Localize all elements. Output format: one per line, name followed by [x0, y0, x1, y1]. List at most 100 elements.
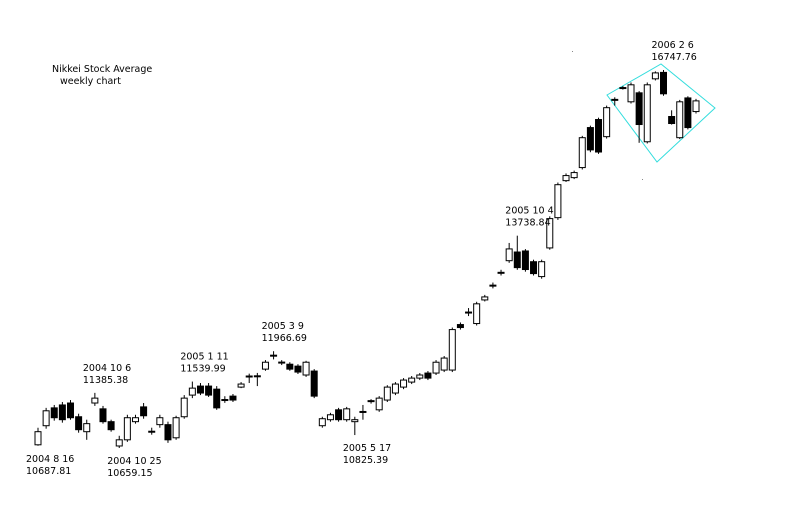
candle-up: [180, 397, 188, 418]
candle-up: [375, 397, 383, 411]
candle-up: [383, 386, 391, 401]
candle-up: [400, 379, 408, 388]
annotation-date: 2005 10 4: [505, 206, 553, 217]
candle-up: [318, 418, 326, 427]
candle-up: [83, 423, 91, 433]
candle-up: [123, 417, 131, 441]
candle-up: [351, 419, 359, 423]
dot: [642, 179, 643, 180]
candle-up: [448, 329, 456, 371]
candle-up: [538, 261, 546, 278]
candle-down: [684, 97, 692, 129]
candle-up: [172, 417, 180, 439]
candle-up: [270, 354, 278, 357]
candle-down: [310, 370, 318, 397]
candle-down: [660, 71, 668, 95]
candle-up: [34, 431, 42, 446]
candle-down: [205, 385, 213, 396]
candle-down: [140, 406, 148, 417]
annotation-value: 16747.76: [652, 52, 697, 63]
candle-up: [188, 387, 196, 396]
candle-up: [489, 284, 497, 287]
candle-up: [619, 87, 627, 90]
candle-up: [91, 397, 99, 404]
candle-down: [586, 127, 594, 151]
annotation-value: 11539.99: [180, 364, 225, 375]
candle-down: [513, 251, 521, 269]
candle-up: [651, 72, 659, 80]
candle-down: [66, 402, 74, 419]
candle-down: [164, 424, 172, 441]
candle-up: [115, 439, 123, 447]
chart-subtitle: weekly chart: [60, 76, 121, 87]
candle-down: [335, 409, 343, 421]
candle-up: [408, 377, 416, 383]
candle-down: [245, 375, 253, 378]
candle-down: [424, 372, 432, 379]
candle-up: [326, 414, 334, 421]
candle-up: [302, 361, 310, 376]
highlight-diamond: [606, 63, 716, 163]
candle-up: [497, 271, 505, 274]
candle-up: [554, 184, 562, 219]
candle-up: [546, 218, 554, 249]
candle-down: [595, 119, 603, 153]
candle-down: [229, 395, 237, 401]
annotation-date: 2004 10 25: [107, 456, 161, 467]
candle-up: [367, 400, 375, 403]
candle-down: [213, 388, 221, 409]
candle-up: [465, 311, 473, 314]
candle-up: [156, 417, 164, 426]
candle-down: [668, 116, 676, 125]
candle-down: [286, 363, 294, 370]
candle-up: [643, 84, 651, 143]
annotation-value: 10659.15: [107, 468, 152, 479]
candle-up: [148, 430, 156, 433]
annotation-value: 10687.81: [26, 466, 71, 477]
annotation-date: 2005 1 11: [180, 352, 228, 363]
candle-up: [343, 408, 351, 421]
candle-down: [58, 404, 66, 421]
candle-up: [440, 357, 448, 371]
annotation-date: 2004 8 16: [26, 454, 74, 465]
candle-down: [456, 324, 464, 329]
candle-up: [627, 84, 635, 103]
candle-up: [562, 175, 570, 182]
candle-down: [107, 421, 115, 431]
annotation-value: 10825.39: [343, 455, 388, 466]
annotation-date: 2006 2 6: [652, 40, 694, 51]
candle-up: [611, 98, 619, 101]
candle-up: [391, 383, 399, 394]
candle-up: [578, 137, 586, 169]
candle-up: [481, 296, 489, 301]
candle-down: [196, 385, 204, 394]
candle-up: [42, 410, 50, 427]
candle-up: [473, 303, 481, 325]
annotation-date: 2005 5 17: [343, 443, 391, 454]
candle-up: [570, 172, 578, 179]
candle-up: [221, 399, 229, 402]
candle-down: [99, 408, 107, 423]
candle-down: [50, 407, 58, 419]
annotation-value: 13738.84: [505, 218, 550, 229]
candle-up: [253, 375, 261, 378]
candle-down: [521, 250, 529, 271]
candle-up: [603, 107, 611, 138]
annotation-value: 11385.38: [83, 375, 128, 386]
candle-down: [75, 416, 83, 431]
candle-up: [692, 100, 700, 113]
candle-down: [294, 365, 302, 373]
candle-down: [530, 261, 538, 275]
candle-up: [676, 101, 684, 139]
candle-down: [635, 92, 643, 126]
annotation-date: 2004 10 6: [83, 363, 131, 374]
candle-up: [505, 248, 513, 262]
chart-title: Nikkei Stock Average: [52, 64, 152, 75]
candle-up: [261, 361, 269, 370]
candle-up: [432, 361, 440, 374]
candle-up: [416, 374, 424, 379]
candle-down: [278, 361, 286, 364]
